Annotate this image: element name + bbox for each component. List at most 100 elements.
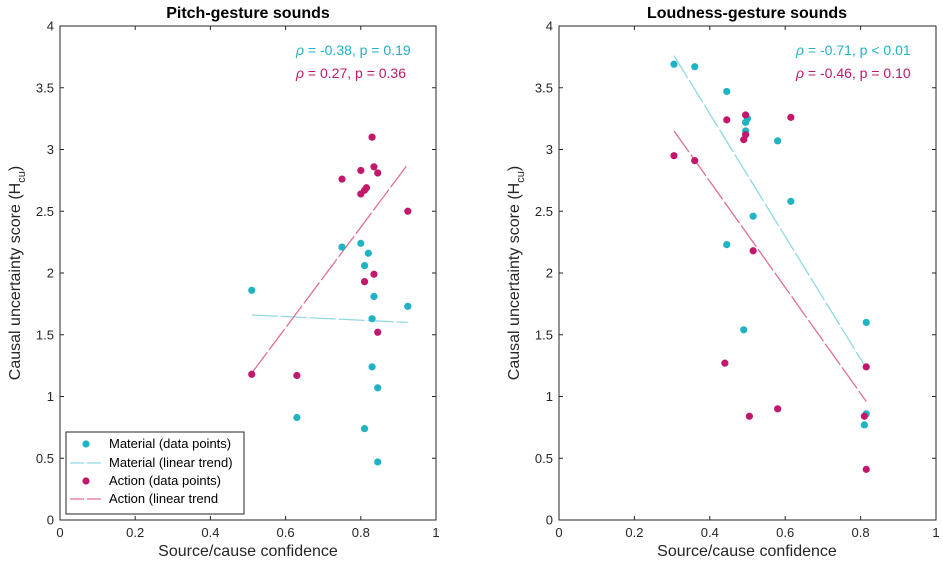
action-data-point xyxy=(723,116,731,124)
legend: Material (data points) Material (linear … xyxy=(65,431,245,515)
action-data-point xyxy=(338,175,346,183)
plot-frame xyxy=(558,25,937,521)
material-data-point xyxy=(723,240,731,249)
material-data-point xyxy=(670,60,678,68)
y-tick-label: 1.5 xyxy=(535,327,553,342)
x-tick-label: 0.2 xyxy=(625,525,643,540)
material-data-point xyxy=(360,261,369,270)
x-tick-label: 1 xyxy=(932,525,939,540)
action-data-point xyxy=(370,163,378,171)
y-tick-label: 4 xyxy=(546,19,553,34)
legend-material-trend-label: Material (linear trend) xyxy=(109,455,233,470)
material-trend-line xyxy=(251,314,408,324)
chart-title: Loudness-gesture sounds xyxy=(647,5,847,22)
marker-layer xyxy=(248,133,412,466)
x-tick-label: 0.8 xyxy=(352,525,370,540)
x-tick-label: 0.4 xyxy=(201,525,219,540)
material-data-point xyxy=(862,318,870,326)
y-axis-label: Causal uncertainty score (Hcu) xyxy=(506,166,527,380)
material-data-point xyxy=(368,315,376,323)
y-tick-label: 2 xyxy=(47,266,54,281)
y-tick-label: 3 xyxy=(546,142,553,157)
action-data-point xyxy=(370,270,378,278)
action-data-point xyxy=(742,131,750,139)
y-axis-label: Causal uncertainty score (Hcu) xyxy=(7,166,28,380)
x-tick-label: 0.6 xyxy=(277,525,295,540)
material-data-point xyxy=(293,413,301,422)
action-data-point xyxy=(721,359,729,367)
y-tick-label: 3 xyxy=(47,142,54,157)
material-data-point xyxy=(723,87,731,96)
action-trend-line xyxy=(251,163,409,374)
material-stat: ρ = -0.71, p < 0.01 xyxy=(795,42,911,58)
y-tick-label: 1 xyxy=(546,389,553,404)
y-tick-label: 0.5 xyxy=(535,451,553,466)
chart-title: Pitch-gesture sounds xyxy=(166,5,330,22)
marker-layer xyxy=(670,60,870,473)
material-data-point xyxy=(360,425,369,433)
action-data-point xyxy=(293,371,301,380)
panel-loudness-gesture: Loudness-gesture sounds Source/cause con… xyxy=(506,5,940,560)
legend-box xyxy=(65,431,245,515)
material-data-point xyxy=(368,363,376,371)
material-data-point xyxy=(248,286,256,294)
action-data-point xyxy=(404,207,412,215)
action-data-point xyxy=(862,465,870,473)
material-data-point xyxy=(374,458,382,466)
action-data-point xyxy=(357,166,365,175)
legend-action-points-label: Action (data points) xyxy=(109,473,221,488)
x-axis-label: Source/cause confidence xyxy=(158,543,338,560)
x-tick-label: 0.6 xyxy=(776,525,794,540)
action-data-point xyxy=(248,370,256,378)
action-data-point xyxy=(691,157,699,165)
material-data-point xyxy=(364,249,372,257)
tick-layer: 0 0.2 0.4 0.6 0.8 1 0 0.5 1 1.5 2 2.5 3 3.5 4 xyxy=(535,19,940,541)
action-data-point xyxy=(742,111,750,119)
trend-layer xyxy=(251,163,409,374)
legend-material-marker xyxy=(82,440,90,448)
y-tick-label: 0 xyxy=(47,513,54,528)
material-data-point xyxy=(749,212,757,220)
action-data-point xyxy=(787,113,795,121)
action-stat: ρ = 0.27, p = 0.36 xyxy=(295,65,406,81)
x-axis-label: Source/cause confidence xyxy=(657,543,837,560)
action-data-point xyxy=(362,184,371,192)
action-data-point xyxy=(745,412,753,420)
action-trend-line xyxy=(673,130,867,402)
y-tick-label: 0.5 xyxy=(36,451,54,466)
y-tick-label: 4 xyxy=(47,19,54,34)
action-stat: ρ = -0.46, p = 0.10 xyxy=(795,65,911,81)
legend-action-marker xyxy=(82,477,90,485)
action-data-point xyxy=(368,133,376,141)
x-tick-label: 1 xyxy=(432,525,439,540)
action-data-point xyxy=(860,412,868,420)
trend-layer xyxy=(673,55,867,402)
material-data-point xyxy=(404,302,412,310)
y-tick-label: 1 xyxy=(47,389,54,404)
panel-pitch-gesture: Pitch-gesture sounds Source/cause confid… xyxy=(7,5,440,560)
action-data-point xyxy=(374,169,382,177)
action-data-point xyxy=(774,405,782,413)
x-tick-label: 0 xyxy=(555,525,562,540)
material-data-point xyxy=(338,243,346,251)
y-tick-label: 2.5 xyxy=(36,204,54,219)
material-data-point xyxy=(787,197,795,205)
material-data-point xyxy=(370,292,378,301)
material-data-point xyxy=(774,137,782,145)
y-tick-label: 2.5 xyxy=(535,204,553,219)
x-tick-label: 0 xyxy=(56,525,63,540)
action-data-point xyxy=(374,328,382,336)
material-data-point xyxy=(374,384,382,392)
action-data-point xyxy=(670,152,678,160)
action-data-point xyxy=(360,278,369,286)
x-tick-label: 0.4 xyxy=(701,525,719,540)
y-tick-label: 1.5 xyxy=(36,327,54,342)
material-data-point xyxy=(357,239,365,247)
x-tick-label: 0.8 xyxy=(852,525,870,540)
material-data-point xyxy=(740,326,748,334)
y-tick-label: 3.5 xyxy=(535,80,553,95)
material-data-point xyxy=(860,421,868,429)
material-trend-line xyxy=(673,55,867,369)
tick-layer: 0 0.2 0.4 0.6 0.8 1 0 0.5 1 1.5 2 2.5 3 3.5 4 xyxy=(36,19,440,541)
